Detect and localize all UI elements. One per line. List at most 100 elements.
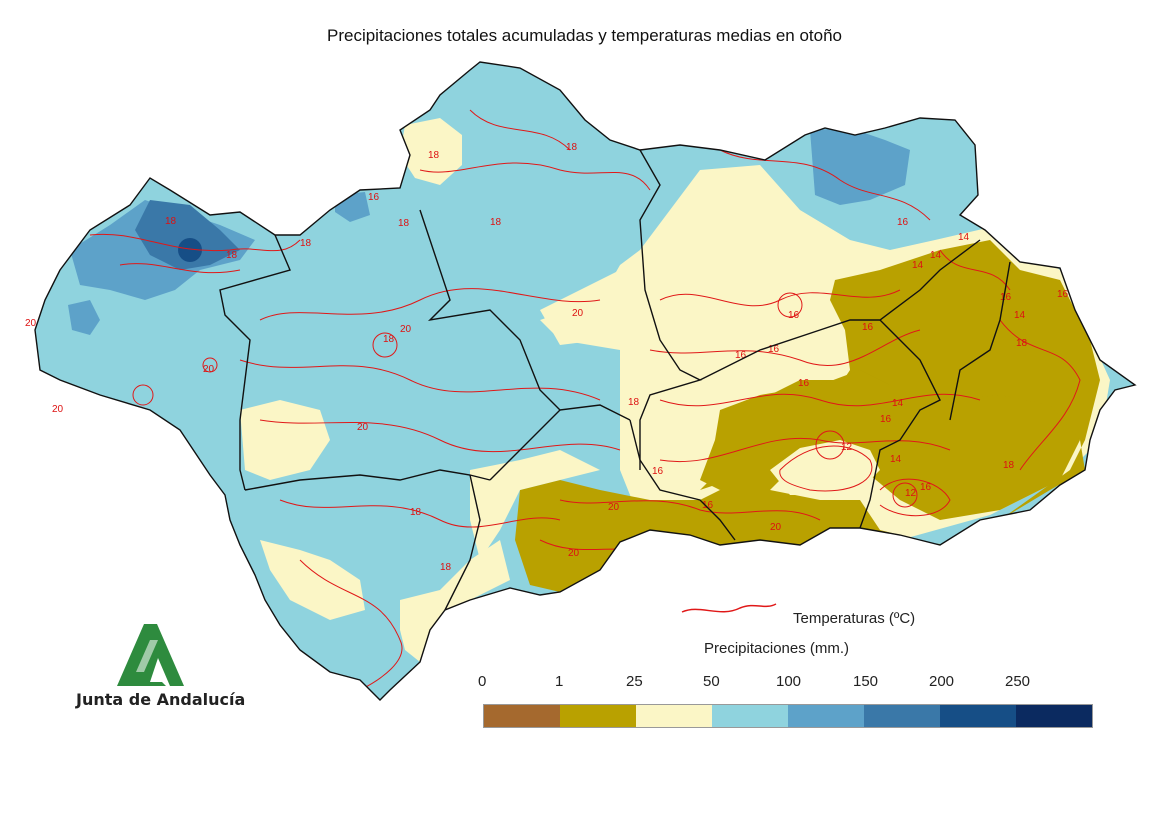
zone-cream-cordoba [540, 260, 650, 345]
legend-tick: 1 [555, 673, 564, 690]
isotherm-label: 16 [735, 350, 747, 361]
legend-tick: 0 [478, 673, 487, 690]
isotherm-label: 14 [890, 454, 902, 465]
isotherm-line [779, 445, 873, 492]
legend-swatch [1016, 705, 1092, 727]
isotherm-line [559, 499, 821, 521]
isotherm-label: 14 [1014, 310, 1026, 321]
isotherm-loop [132, 384, 154, 406]
isotherm-line [299, 559, 403, 691]
border-granada-almeria [859, 319, 941, 529]
zone-cream-almeria-inner [770, 440, 880, 495]
legend-swatch [712, 705, 788, 727]
isotherm-label: 14 [930, 250, 942, 261]
legend-tick: 200 [929, 673, 955, 690]
isotherm-label: 18 [226, 250, 238, 261]
isotherm-loop [815, 430, 845, 460]
logo-a-stroke [136, 640, 158, 672]
region-outline [34, 61, 1137, 701]
temperature-legend-line-icon [681, 603, 777, 613]
isotherm-label: 18 [165, 216, 177, 227]
isotherm-label: 16 [862, 322, 874, 333]
isotherm-label: 20 [357, 422, 369, 433]
border-malaga-granada [629, 419, 736, 541]
isotherm-label: 20 [568, 548, 580, 559]
legend-tick: 150 [853, 673, 879, 690]
zone-darkest-blue-spot [178, 238, 202, 262]
zone-mid-blue-west [68, 300, 100, 335]
isotherm-label: 12 [841, 442, 853, 453]
zone-dark-blue-huelva [135, 200, 240, 270]
legend-tick: 25 [626, 673, 643, 690]
isotherm-label: 18 [628, 397, 640, 408]
isotherm-loop [777, 292, 803, 318]
isotherm-line [119, 263, 241, 274]
logo-text: Junta de Andalucía [76, 690, 246, 709]
isotherm-label: 20 [608, 502, 620, 513]
legend-tick: 250 [1005, 673, 1031, 690]
border-huelva-sevilla [219, 234, 291, 491]
isotherm-label: 16 [788, 310, 800, 321]
legend-swatch [940, 705, 1016, 727]
legend-tick: 100 [776, 673, 802, 690]
border-cordoba-jaen [639, 149, 702, 470]
legend-swatch [636, 705, 712, 727]
precipitation-legend-label: Precipitaciones (mm.) [704, 640, 850, 657]
legend-swatch [484, 705, 560, 727]
border-cadiz-malaga [444, 474, 481, 611]
isotherm-line [719, 149, 931, 221]
isotherm-label: 14 [912, 260, 924, 271]
isotherm-label: 14 [892, 398, 904, 409]
zone-cream-south [260, 540, 365, 620]
legend-tick: 50 [703, 673, 720, 690]
zone-cream-malaga [470, 450, 600, 560]
isotherm-label: 20 [25, 318, 37, 329]
isotherm-label: 20 [770, 522, 782, 533]
isotherm-label: 16 [920, 482, 932, 493]
isotherm-label: 14 [958, 232, 970, 243]
isotherm-label: 16 [768, 344, 780, 355]
isotherm-label: 18 [490, 217, 502, 228]
province-borders [34, 61, 1137, 701]
isotherm-line [419, 162, 651, 191]
isotherm-line [659, 289, 901, 307]
isotherm-loop [892, 482, 918, 508]
isotherm-line [999, 319, 1081, 471]
isotherm-label: 20 [52, 404, 64, 415]
isotherm-label: 16 [368, 192, 380, 203]
junta-logo-icon [117, 624, 184, 686]
border-sevilla-cordoba [419, 209, 631, 421]
isotherm-label: 20 [400, 324, 412, 335]
zone-olive [515, 240, 1100, 592]
precipitation-color-scale [483, 704, 1093, 728]
isotherm-line [939, 249, 1011, 291]
isotherm-label: 18 [300, 238, 312, 249]
zone-cream-cadiz [400, 540, 510, 662]
isotherm-line [659, 393, 981, 407]
isotherm-label: 16 [702, 500, 714, 511]
isotherm-label: 16 [1057, 289, 1069, 300]
border-almeria-east [949, 261, 1011, 421]
isotherm-labels: 18 18 18 18 18 20 20 20 20 20 20 18 18 1… [25, 142, 1069, 573]
isotherm-label: 18 [398, 218, 410, 229]
zone-cream-jaen-north [400, 118, 462, 185]
zone-mid-blue-jaen [810, 128, 910, 205]
isotherm-line [259, 288, 601, 321]
isotherm-label: 16 [880, 414, 892, 425]
border-sevilla-malaga [489, 409, 561, 481]
isotherm-label: 16 [798, 378, 810, 389]
isotherm-line [469, 109, 571, 151]
isotherm-line [659, 437, 951, 463]
isotherm-label: 18 [1003, 460, 1015, 471]
temperature-legend-label: Temperaturas (ºC) [793, 610, 916, 627]
isotherm-line [879, 478, 951, 517]
isotherm-label: 18 [383, 334, 395, 345]
isotherm-label: 18 [440, 562, 452, 573]
isotherm-label: 16 [897, 217, 909, 228]
isotherm-label: 12 [905, 488, 917, 499]
isotherm-line [89, 233, 301, 252]
isotherm-line [259, 419, 621, 453]
border-jaen-granada [699, 239, 981, 381]
isotherm-loop [202, 357, 218, 373]
isotherm-label: 18 [428, 150, 440, 161]
